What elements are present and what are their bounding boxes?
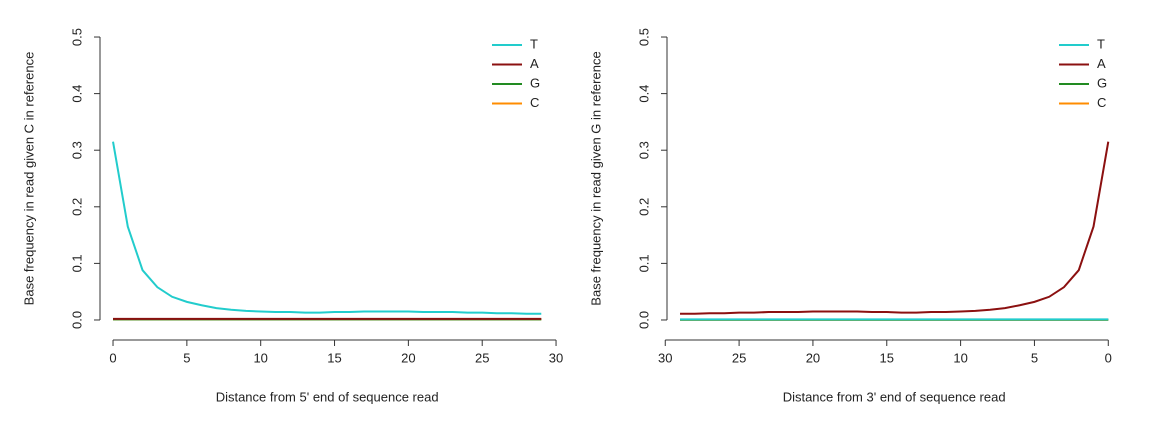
x-tick-label: 20 [806, 350, 820, 365]
y-tick-label: 0.0 [636, 311, 651, 329]
x-tick-label: 0 [109, 350, 116, 365]
legend-label: T [1097, 36, 1105, 51]
x-tick-label: 25 [732, 350, 746, 365]
x-axis-label: Distance from 3' end of sequence read [783, 389, 1006, 404]
y-tick-label: 0.2 [636, 198, 651, 216]
x-tick-label: 0 [1105, 350, 1112, 365]
x-tick-label: 20 [401, 350, 415, 365]
y-tick-label: 0.5 [636, 28, 651, 46]
x-tick-label: 5 [183, 350, 190, 365]
series-line [112, 141, 542, 315]
y-tick-label: 0.0 [69, 311, 84, 329]
y-axis-label: Base frequency in read given C in refere… [21, 52, 36, 306]
legend-label: C [1097, 95, 1106, 110]
x-axis-label: Distance from 5' end of sequence read [216, 389, 439, 404]
legend-label: T [530, 36, 538, 51]
legend-label: C [530, 95, 539, 110]
legend-label: A [1097, 56, 1106, 71]
x-tick-label: 10 [253, 350, 267, 365]
chart-panel: 0.0 0.1 0.2 0.3 0.4 0.5 0 5 10 15 20 25 30 Distance f… [21, 28, 563, 404]
x-tick-label: 30 [549, 350, 563, 365]
y-tick-label: 0.3 [636, 141, 651, 159]
x-tick-label: 15 [880, 350, 894, 365]
legend-label: A [530, 56, 539, 71]
x-tick-label: 5 [1031, 350, 1038, 365]
x-tick-label: 25 [475, 350, 489, 365]
x-tick-label: 30 [658, 350, 672, 365]
x-tick-label: 15 [327, 350, 341, 365]
y-tick-label: 0.1 [636, 254, 651, 272]
y-tick-label: 0.4 [636, 85, 651, 103]
legend-label: G [530, 75, 540, 90]
y-tick-label: 0.3 [69, 141, 84, 159]
y-tick-label: 0.4 [69, 85, 84, 103]
chart-panel: 0.0 0.1 0.2 0.3 0.4 0.5 30 25 20 15 10 5 0 Distance f… [588, 28, 1111, 404]
x-tick-label: 10 [953, 350, 967, 365]
y-tick-label: 0.1 [69, 254, 84, 272]
series-line [680, 141, 1110, 315]
y-axis-label: Base frequency in read given G in refere… [588, 51, 603, 305]
legend-label: G [1097, 75, 1107, 90]
y-tick-label: 0.5 [69, 28, 84, 46]
y-tick-label: 0.2 [69, 198, 84, 216]
